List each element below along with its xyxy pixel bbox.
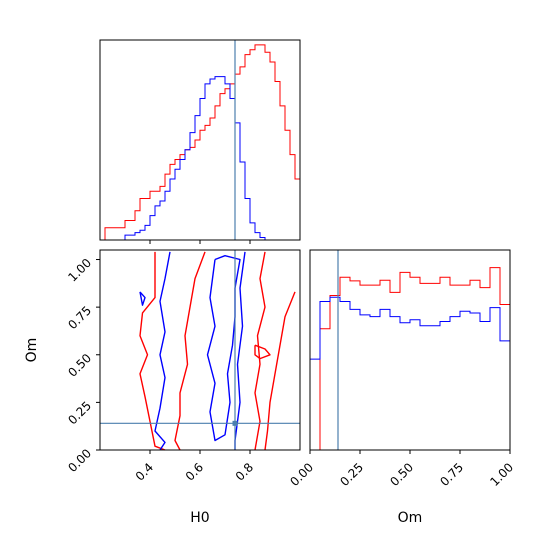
joint-contour-0-0 — [139, 251, 166, 451]
joint-y-tick-label-0: 0.00 — [65, 446, 94, 475]
joint-contour-0-4 — [254, 344, 271, 360]
om-histogram-series-1 — [309, 296, 510, 450]
joint-y-tick-label-2: 0.50 — [65, 351, 94, 380]
om-x-ticks: 0.00 0.25 0.50 0.75 1.00 — [287, 450, 516, 489]
joint-x-tick-label-1: 0.6 — [183, 460, 206, 483]
joint-x-ticks: 0.4 0.6 0.8 — [133, 450, 256, 484]
h0-marginal-ticks — [149, 240, 251, 244]
joint-x-axis-label: H0 — [190, 510, 209, 526]
joint-contour-0-2 — [254, 251, 266, 451]
h0-histogram-series-0 — [104, 44, 301, 240]
h0-histograms — [104, 44, 301, 241]
joint-frame — [99, 249, 301, 451]
om-histograms — [309, 267, 511, 451]
joint-y-tick-label-1: 0.25 — [65, 399, 94, 428]
om-histogram-series-0 — [310, 267, 511, 451]
joint-contour-0-1 — [174, 251, 206, 451]
joint-x-tick-label-2: 0.8 — [233, 460, 256, 483]
joint-contour-1-3 — [139, 291, 146, 306]
joint-y-tick-label-3: 0.75 — [65, 303, 94, 332]
om-x-tick-label-4: 1.00 — [487, 460, 516, 489]
om-marginal-panel: 0.00 0.25 0.50 0.75 1.00 Om — [287, 249, 516, 526]
joint-contour-1-1 — [206, 254, 241, 442]
joint-truth-marker — [232, 420, 238, 426]
om-x-tick-label-0: 0.00 — [287, 460, 316, 489]
joint-contour-1-0 — [154, 251, 171, 451]
joint-y-axis-label: Om — [24, 338, 40, 363]
joint-y-ticks: 0.00 0.25 0.50 0.75 1.00 — [65, 256, 100, 475]
om-x-axis-label: Om — [398, 510, 423, 526]
om-x-tick-label-1: 0.25 — [337, 460, 366, 489]
h0-histogram-series-1 — [105, 76, 300, 241]
h0-marginal-panel — [99, 39, 301, 244]
om-x-tick-label-3: 0.75 — [437, 460, 466, 489]
joint-panel: 0.4 0.6 0.8 0.00 0.25 0.50 0.75 1.00 H0 Om — [24, 249, 301, 526]
joint-y-tick-label-4: 1.00 — [65, 256, 94, 285]
joint-x-tick-label-0: 0.4 — [133, 460, 156, 483]
om-x-tick-label-2: 0.50 — [387, 460, 416, 489]
joint-contours — [139, 251, 296, 451]
joint-contour-0-3 — [264, 291, 296, 451]
